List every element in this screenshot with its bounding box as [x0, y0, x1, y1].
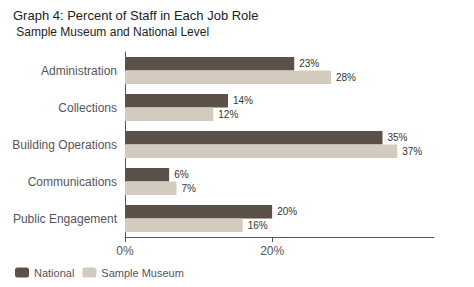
svg-text:28%: 28% — [336, 72, 356, 83]
svg-text:0%: 0% — [116, 244, 134, 258]
svg-text:23%: 23% — [299, 58, 319, 69]
svg-text:Building Operations: Building Operations — [12, 138, 117, 152]
svg-text:7%: 7% — [182, 183, 197, 194]
svg-text:12%: 12% — [218, 109, 238, 120]
svg-text:37%: 37% — [402, 146, 422, 157]
svg-text:14%: 14% — [233, 95, 253, 106]
svg-text:Administration: Administration — [41, 64, 117, 78]
svg-text:Graph 4: Percent of Staff in E: Graph 4: Percent of Staff in Each Job Ro… — [13, 8, 258, 23]
svg-text:35%: 35% — [388, 132, 408, 143]
svg-text:Communications: Communications — [28, 175, 117, 189]
svg-text:16%: 16% — [248, 220, 268, 231]
svg-text:Collections: Collections — [58, 101, 117, 115]
svg-text:20%: 20% — [260, 244, 284, 258]
svg-text:6%: 6% — [174, 169, 189, 180]
svg-text:Public Engagement: Public Engagement — [13, 212, 118, 226]
svg-text:Sample Museum: Sample Museum — [101, 267, 184, 279]
svg-text:Sample Museum and National Lev: Sample Museum and National Level — [13, 25, 209, 39]
svg-text:National: National — [34, 267, 74, 279]
svg-text:20%: 20% — [277, 206, 297, 217]
